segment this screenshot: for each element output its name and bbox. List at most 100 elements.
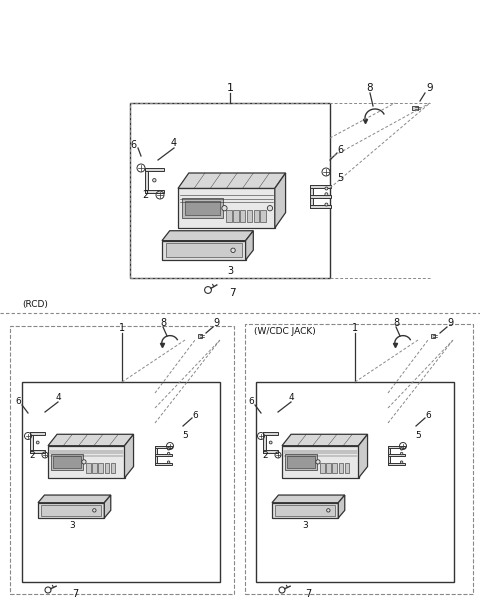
Circle shape <box>93 509 96 512</box>
FancyBboxPatch shape <box>345 463 349 473</box>
Text: 9: 9 <box>447 318 453 328</box>
FancyBboxPatch shape <box>388 463 405 465</box>
Circle shape <box>269 441 272 444</box>
FancyBboxPatch shape <box>388 446 405 448</box>
Circle shape <box>168 447 170 450</box>
FancyBboxPatch shape <box>310 205 331 208</box>
Circle shape <box>231 248 235 252</box>
FancyBboxPatch shape <box>155 463 172 465</box>
FancyBboxPatch shape <box>388 446 390 465</box>
Text: 1: 1 <box>119 323 125 333</box>
FancyBboxPatch shape <box>145 190 164 193</box>
FancyBboxPatch shape <box>338 463 343 473</box>
Circle shape <box>36 441 39 444</box>
Text: 2: 2 <box>262 451 268 460</box>
FancyBboxPatch shape <box>282 446 359 478</box>
Text: 1: 1 <box>352 323 358 333</box>
Polygon shape <box>338 495 345 518</box>
Text: 6: 6 <box>337 145 343 155</box>
Polygon shape <box>272 495 345 503</box>
Polygon shape <box>275 173 286 228</box>
FancyBboxPatch shape <box>260 210 265 222</box>
Text: 4: 4 <box>288 393 294 402</box>
FancyBboxPatch shape <box>51 454 83 470</box>
FancyBboxPatch shape <box>98 463 103 473</box>
Text: 6: 6 <box>15 398 21 407</box>
Circle shape <box>316 460 320 464</box>
Text: 8: 8 <box>393 318 399 328</box>
FancyBboxPatch shape <box>145 167 164 171</box>
Circle shape <box>222 206 227 211</box>
FancyBboxPatch shape <box>111 463 115 473</box>
FancyBboxPatch shape <box>285 454 317 470</box>
Polygon shape <box>124 434 133 478</box>
FancyBboxPatch shape <box>227 210 232 222</box>
FancyBboxPatch shape <box>155 446 172 448</box>
Text: 8: 8 <box>367 83 373 93</box>
Polygon shape <box>359 434 368 478</box>
Circle shape <box>153 179 156 182</box>
Polygon shape <box>178 173 286 188</box>
FancyBboxPatch shape <box>310 185 331 188</box>
FancyBboxPatch shape <box>30 432 46 435</box>
FancyBboxPatch shape <box>155 446 157 465</box>
FancyBboxPatch shape <box>30 432 33 453</box>
Polygon shape <box>162 231 253 241</box>
FancyBboxPatch shape <box>38 503 104 518</box>
FancyBboxPatch shape <box>333 463 337 473</box>
FancyBboxPatch shape <box>247 210 252 222</box>
Polygon shape <box>104 495 111 518</box>
FancyBboxPatch shape <box>182 198 223 218</box>
Text: 7: 7 <box>72 589 78 599</box>
Circle shape <box>325 187 328 190</box>
Text: 2: 2 <box>142 190 148 200</box>
Circle shape <box>325 203 328 206</box>
Circle shape <box>325 193 328 196</box>
Text: 1: 1 <box>227 83 233 93</box>
FancyBboxPatch shape <box>310 195 331 198</box>
Text: 7: 7 <box>305 589 311 599</box>
Text: 6: 6 <box>248 398 254 407</box>
FancyBboxPatch shape <box>92 463 97 473</box>
Text: 5: 5 <box>415 432 421 441</box>
Text: 6: 6 <box>192 410 198 420</box>
FancyBboxPatch shape <box>105 463 109 473</box>
FancyBboxPatch shape <box>320 463 325 473</box>
Polygon shape <box>48 434 133 446</box>
Text: 4: 4 <box>55 393 61 402</box>
FancyBboxPatch shape <box>263 432 278 435</box>
Text: 3: 3 <box>227 266 233 276</box>
Circle shape <box>168 452 170 455</box>
FancyBboxPatch shape <box>178 188 275 228</box>
FancyBboxPatch shape <box>41 505 101 516</box>
Text: 5: 5 <box>182 432 188 441</box>
Polygon shape <box>38 495 111 503</box>
Circle shape <box>400 461 403 463</box>
FancyBboxPatch shape <box>166 243 241 257</box>
FancyBboxPatch shape <box>162 241 246 260</box>
FancyBboxPatch shape <box>30 450 46 453</box>
FancyBboxPatch shape <box>275 505 336 516</box>
FancyBboxPatch shape <box>431 334 435 338</box>
Circle shape <box>267 206 273 211</box>
FancyBboxPatch shape <box>185 201 219 215</box>
Text: 6: 6 <box>130 140 136 150</box>
Text: 9: 9 <box>213 318 219 328</box>
Text: 9: 9 <box>427 83 433 93</box>
Text: 4: 4 <box>171 138 177 148</box>
Text: (RCD): (RCD) <box>22 300 48 309</box>
Text: 5: 5 <box>337 173 343 183</box>
FancyBboxPatch shape <box>53 456 81 468</box>
Circle shape <box>400 447 403 450</box>
Text: 3: 3 <box>69 522 75 531</box>
FancyBboxPatch shape <box>253 210 259 222</box>
FancyBboxPatch shape <box>86 463 91 473</box>
Polygon shape <box>246 231 253 260</box>
Text: 8: 8 <box>160 318 166 328</box>
FancyBboxPatch shape <box>155 454 172 457</box>
FancyBboxPatch shape <box>287 456 315 468</box>
FancyBboxPatch shape <box>310 185 313 208</box>
Text: 6: 6 <box>425 410 431 420</box>
FancyBboxPatch shape <box>48 446 124 478</box>
Circle shape <box>400 452 403 455</box>
